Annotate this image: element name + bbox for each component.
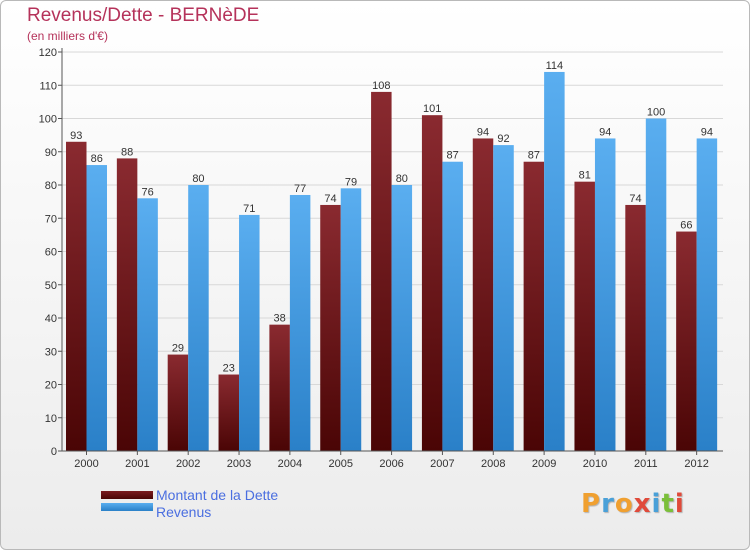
- data-label-debt: 29: [172, 343, 184, 355]
- bar-debt: [676, 231, 697, 451]
- proxiti-logo: Proxiti: [581, 489, 685, 519]
- logo-letter: o: [614, 489, 634, 519]
- y-tick-label: 70: [45, 213, 57, 225]
- data-label-debt: 108: [372, 80, 390, 92]
- bar-revenus: [696, 138, 718, 451]
- data-label-revenus: 71: [243, 203, 255, 215]
- bar-revenus: [137, 198, 158, 451]
- bar-revenus: [594, 138, 616, 451]
- bar-debt: [218, 374, 240, 451]
- x-tick-label: 2000: [74, 458, 98, 470]
- x-tick-label: 2005: [328, 458, 352, 470]
- bar-debt: [574, 181, 595, 452]
- x-tick-label: 2002: [176, 458, 200, 470]
- data-label-revenus: 94: [599, 126, 611, 138]
- data-label-debt: 23: [223, 363, 235, 375]
- data-label-revenus: 92: [497, 133, 509, 145]
- bar-debt: [625, 204, 646, 451]
- y-tick-label: 0: [51, 446, 57, 458]
- x-tick-label: 2009: [532, 458, 556, 470]
- bar-revenus: [544, 71, 565, 451]
- logo-letter: x: [633, 489, 652, 519]
- data-label-debt: 74: [324, 193, 336, 205]
- bar-debt: [269, 324, 290, 451]
- y-tick-label: 90: [45, 147, 57, 159]
- data-label-revenus: 77: [294, 183, 306, 195]
- data-label-revenus: 114: [546, 60, 564, 72]
- bar-revenus: [340, 188, 362, 451]
- logo-letter: i: [651, 489, 662, 519]
- logo-letter: t: [661, 489, 675, 519]
- logo-letter: r: [601, 489, 615, 519]
- x-tick-label: 2008: [481, 458, 505, 470]
- bar-debt: [116, 158, 138, 451]
- logo-letter: i: [674, 489, 685, 519]
- data-label-debt: 101: [423, 103, 441, 115]
- y-tick-label: 120: [39, 47, 57, 59]
- x-tick-label: 2003: [227, 458, 251, 470]
- data-label-revenus: 80: [396, 173, 408, 185]
- bar-debt: [66, 141, 87, 451]
- data-label-debt: 74: [629, 193, 641, 205]
- bar-debt: [371, 91, 392, 452]
- legend-label-revenus: Revenus: [156, 504, 212, 520]
- x-tick-label: 2007: [430, 458, 454, 470]
- y-tick-label: 60: [45, 247, 57, 259]
- data-label-debt: 66: [680, 220, 692, 232]
- bar-revenus: [239, 214, 260, 451]
- data-label-revenus: 80: [192, 173, 204, 185]
- legend-swatch-revenus: [101, 503, 153, 511]
- data-label-debt: 93: [70, 130, 82, 142]
- y-tick-label: 10: [45, 413, 57, 425]
- bar-revenus: [391, 185, 413, 451]
- y-tick-label: 30: [45, 346, 57, 358]
- legend-label-debt: Montant de la Dette: [156, 487, 279, 503]
- data-label-revenus: 87: [447, 150, 459, 162]
- bar-debt: [472, 138, 494, 451]
- data-label-revenus: 94: [701, 126, 713, 138]
- x-tick-label: 2012: [684, 458, 708, 470]
- data-label-debt: 87: [528, 150, 540, 162]
- y-tick-label: 50: [45, 280, 57, 292]
- bar-revenus: [442, 161, 463, 451]
- logo-letter: P: [581, 489, 602, 519]
- data-label-debt: 94: [477, 126, 489, 138]
- bar-revenus: [188, 185, 209, 451]
- chart-subtitle: (en milliers d'€): [27, 29, 108, 43]
- data-label-revenus: 86: [91, 153, 103, 165]
- bar-revenus: [645, 118, 667, 451]
- data-label-debt: 88: [121, 146, 133, 158]
- x-tick-label: 2006: [379, 458, 403, 470]
- x-tick-label: 2004: [278, 458, 302, 470]
- bar-debt: [320, 204, 341, 451]
- chart-title: Revenus/Dette - BERNèDE: [27, 5, 260, 26]
- x-tick-label: 2010: [583, 458, 607, 470]
- bar-debt: [421, 115, 443, 452]
- bar-debt: [523, 161, 545, 451]
- bar-revenus: [289, 194, 311, 451]
- y-tick-label: 80: [45, 180, 57, 192]
- bar-revenus: [493, 145, 514, 451]
- y-tick-label: 100: [39, 114, 57, 126]
- bar-revenus: [86, 165, 107, 452]
- y-tick-label: 110: [39, 80, 57, 92]
- x-tick-label: 2001: [125, 458, 149, 470]
- data-label-revenus: 100: [647, 107, 665, 119]
- y-tick-label: 40: [45, 313, 57, 325]
- legend-swatch-debt: [101, 491, 153, 499]
- x-tick-label: 2011: [634, 458, 658, 470]
- data-label-revenus: 76: [141, 186, 153, 198]
- data-label-revenus: 79: [345, 176, 357, 188]
- data-label-debt: 81: [579, 170, 591, 182]
- bar-debt: [167, 354, 189, 451]
- y-tick-label: 20: [45, 380, 57, 392]
- data-label-debt: 38: [274, 313, 286, 325]
